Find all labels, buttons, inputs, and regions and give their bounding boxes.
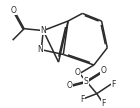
Text: F: F — [101, 99, 105, 108]
Text: F: F — [111, 80, 115, 89]
Text: O: O — [75, 68, 81, 77]
Text: O: O — [66, 81, 72, 90]
Text: F: F — [80, 95, 85, 104]
Text: O: O — [10, 6, 16, 15]
Text: S: S — [84, 77, 89, 86]
Text: O: O — [100, 66, 106, 75]
Text: N: N — [37, 45, 43, 54]
Text: N: N — [40, 26, 46, 35]
